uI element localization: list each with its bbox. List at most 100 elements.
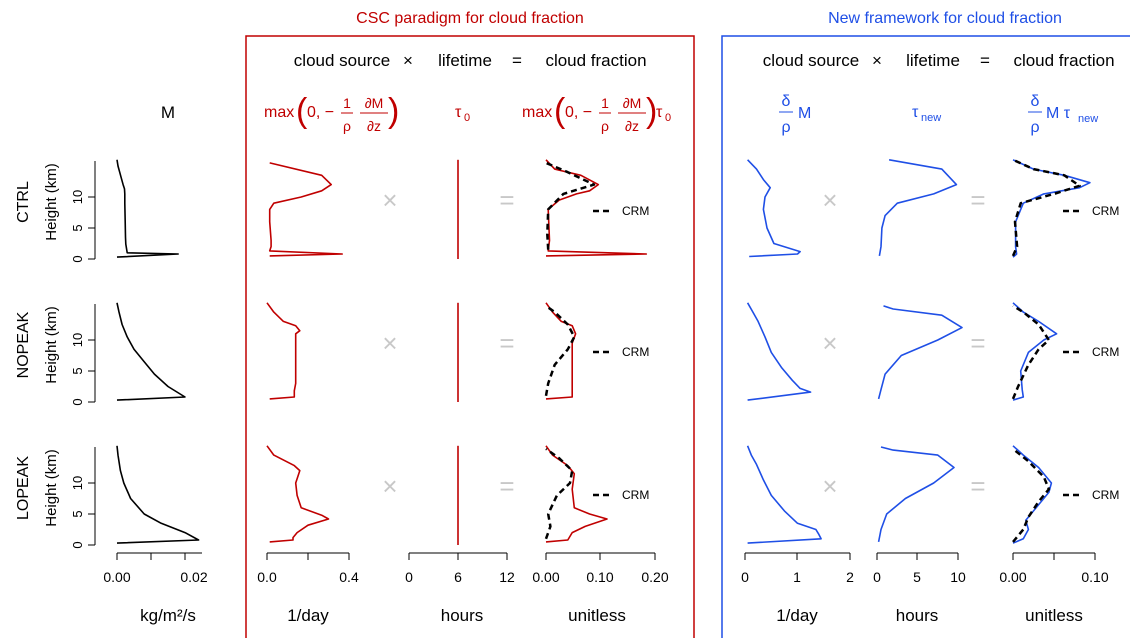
csc-equation: cloud source × lifetime = cloud fraction	[294, 51, 647, 70]
ylab-lopeak-10: 10	[70, 476, 85, 490]
xlab-cf-0: 0.00	[532, 569, 559, 585]
new-eq-right: cloud fraction	[1013, 51, 1114, 70]
curve-tau-new-nopeak	[877, 305, 963, 400]
new-frame	[721, 35, 1130, 638]
op-new-eq-lopeak: =	[970, 471, 985, 501]
unit-new-source: 1/day	[776, 606, 818, 625]
legend-text-csc-ctrl: CRM	[622, 204, 649, 218]
y-axes	[88, 161, 96, 546]
csc-eq-equals: =	[512, 51, 522, 70]
curve-new-frac-nopeak	[1012, 302, 1058, 401]
x-tick-labels: 0.00 0.02 0.0 0.4 0 6 12 0.00 0.10 0.20 …	[103, 569, 1108, 585]
op-new-times-nopeak: ×	[822, 328, 837, 358]
csc-eq-mid: lifetime	[438, 51, 492, 70]
xlab-ns-0: 0	[741, 569, 749, 585]
new-equation: cloud source × lifetime = cloud fraction	[763, 51, 1115, 70]
op-new-times-lopeak: ×	[822, 471, 837, 501]
crm-new-lopeak	[1012, 447, 1051, 543]
xlab-tn-0: 0	[873, 569, 881, 585]
row-labels: CTRL NOPEAK LOPEAK Height (km) Height (k…	[15, 163, 60, 527]
tau0-sub: 0	[464, 112, 470, 124]
xlab-t0-2: 12	[499, 569, 515, 585]
row-label-ctrl: CTRL	[15, 181, 32, 223]
curve-csc-frac-lopeak	[545, 445, 608, 543]
title-new-source: δ ρ M	[779, 93, 811, 136]
op-csc-eq-lopeak: =	[499, 471, 514, 501]
xlab-nf-0: 0.00	[999, 569, 1026, 585]
csc-frac-tau-sub: 0	[665, 112, 671, 124]
tau-new-symbol: τ	[912, 104, 919, 121]
unit-tau-new: hours	[896, 606, 939, 625]
unit-new-frac: unitless	[1025, 606, 1083, 625]
op-new-times-ctrl: ×	[822, 185, 837, 215]
new-src-rho: ρ	[781, 119, 790, 136]
xlab-t0-1: 6	[454, 569, 462, 585]
csc-frac-dz: ∂z	[625, 118, 639, 134]
ylab-nopeak-5: 5	[70, 367, 85, 374]
row-label-lopeak: LOPEAK	[15, 456, 32, 520]
curve-csc-frac-ctrl	[545, 159, 648, 257]
csc-frac-tau: τ	[656, 104, 663, 121]
curve-csc-source-nopeak	[266, 302, 301, 400]
curve-tau-new-ctrl	[878, 159, 958, 257]
xlab-nf-1: 0.10	[1081, 569, 1108, 585]
ylabel-lopeak: Height (km)	[43, 449, 60, 527]
new-frac-delta: δ	[1031, 93, 1040, 110]
xlab-cs-0: 0.0	[257, 569, 277, 585]
unit-M: kg/m²/s	[140, 606, 196, 625]
new-frac-rho: ρ	[1030, 119, 1039, 136]
profile-curves	[116, 158, 1091, 545]
new-frac-sub: new	[1078, 113, 1098, 125]
ylab-ctrl-10: 10	[70, 190, 85, 204]
op-csc-eq-nopeak: =	[499, 328, 514, 358]
crm-new-ctrl	[1011, 158, 1081, 257]
crm-csc-lopeak	[544, 447, 574, 540]
csc-src-lparen: (	[296, 92, 308, 130]
row-label-nopeak: NOPEAK	[15, 311, 32, 378]
new-eq-left: cloud source	[763, 51, 859, 70]
ylab-lopeak-0: 0	[70, 541, 85, 548]
curve-new-source-lopeak	[746, 445, 822, 544]
csc-eq-right: cloud fraction	[545, 51, 646, 70]
csc-frac-rho: ρ	[601, 118, 609, 134]
curve-csc-source-ctrl	[268, 162, 343, 257]
xlab-ns-2: 2	[846, 569, 854, 585]
new-eq-times: ×	[872, 51, 882, 70]
csc-src-rho: ρ	[343, 118, 351, 134]
csc-frac-lparen: (	[554, 92, 566, 130]
title-new-frac: δ ρ M τ new	[1028, 93, 1098, 136]
xlab-cf-2: 0.20	[641, 569, 668, 585]
title-M: M	[161, 103, 175, 122]
csc-eq-times: ×	[403, 51, 413, 70]
tau0-symbol: τ	[455, 104, 462, 121]
new-frac-Mtau: M τ	[1046, 105, 1071, 122]
curve-csc-source-lopeak	[266, 445, 330, 543]
op-new-eq-ctrl: =	[970, 185, 985, 215]
tau-new-sub: new	[921, 112, 941, 124]
unit-csc-frac: unitless	[568, 606, 626, 625]
curve-new-frac-ctrl	[1012, 159, 1091, 258]
ylabel-ctrl: Height (km)	[43, 163, 60, 241]
ylab-nopeak-0: 0	[70, 398, 85, 405]
curve-M-ctrl	[116, 159, 179, 258]
xlab-M-1: 0.02	[180, 569, 207, 585]
unit-tau0: hours	[441, 606, 484, 625]
title-tau-new: τ new	[912, 104, 941, 124]
csc-frac-dM: ∂M	[623, 95, 642, 111]
crm-csc-ctrl	[545, 161, 596, 250]
legend-text-new-nopeak: CRM	[1092, 345, 1119, 359]
xlab-t0-0: 0	[405, 569, 413, 585]
ylabel-nopeak: Height (km)	[43, 306, 60, 384]
crm-csc-nopeak	[544, 304, 576, 397]
unit-labels: kg/m²/s 1/day hours unitless 1/day hours…	[140, 606, 1083, 625]
csc-header: CSC paradigm for cloud fraction	[356, 10, 584, 27]
crm-new-nopeak	[1011, 304, 1051, 400]
title-tau0: τ 0	[455, 104, 470, 124]
csc-frac-one: 1	[601, 95, 609, 111]
op-new-eq-nopeak: =	[970, 328, 985, 358]
csc-src-zero: 0, −	[307, 104, 334, 121]
op-csc-times-ctrl: ×	[382, 185, 397, 215]
ylab-lopeak-5: 5	[70, 510, 85, 517]
xlab-cf-1: 0.10	[586, 569, 613, 585]
